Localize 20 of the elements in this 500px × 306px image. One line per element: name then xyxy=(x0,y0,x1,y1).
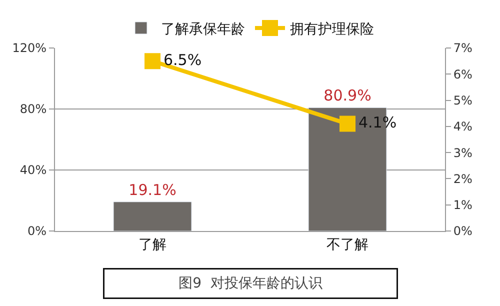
y2-tick-label: 2% xyxy=(453,172,472,186)
x-tick-label: 不了解 xyxy=(326,236,368,253)
y-tick-label: 0% xyxy=(28,224,47,238)
y2-tick-label: 1% xyxy=(453,198,472,212)
caption: 图9 对投保年龄的认识 xyxy=(178,276,322,292)
data-label: 6.5% xyxy=(164,50,202,69)
y2-tick-label: 4% xyxy=(453,120,472,134)
legend-label: 拥有护理保险 xyxy=(290,21,374,38)
legend-label: 了解承保年龄 xyxy=(161,21,245,38)
y2-tick-label: 0% xyxy=(453,224,472,238)
x-tick-label: 了解 xyxy=(138,236,166,253)
y2-tick-label: 3% xyxy=(453,146,472,160)
y2-tick-label: 7% xyxy=(453,41,472,56)
y-tick-label: 40% xyxy=(20,163,47,178)
data-label: 19.1% xyxy=(128,180,176,199)
y-tick-label: 80% xyxy=(20,102,47,116)
y2-tick-label: 6% xyxy=(453,67,472,82)
y2-tick-label: 5% xyxy=(453,93,472,108)
y-tick-label: 120% xyxy=(12,41,47,56)
data-label: 80.9% xyxy=(324,86,372,105)
